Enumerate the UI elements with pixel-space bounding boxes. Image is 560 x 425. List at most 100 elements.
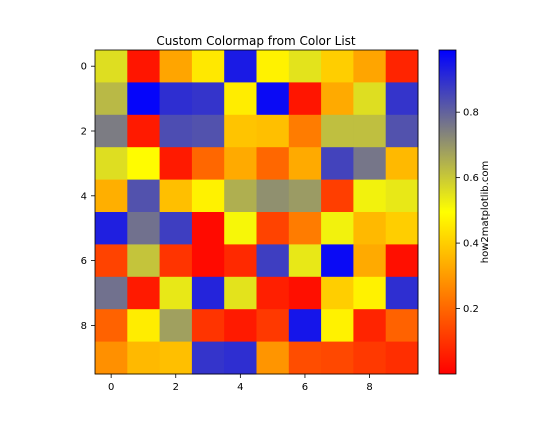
heatmap-cell [127, 179, 161, 213]
heatmap-cell [256, 50, 290, 83]
x-tick-label: 4 [237, 382, 243, 393]
heatmap-cell [127, 212, 161, 245]
colorbar-axis: 0.2 0.4 0.6 0.8 [456, 108, 479, 315]
heatmap-cell [127, 309, 161, 343]
y-tick-label: 6 [81, 256, 87, 267]
heatmap-cell [353, 147, 387, 181]
heatmap-cell [288, 147, 322, 181]
heatmap-cell [159, 212, 193, 245]
x-tick-label: 8 [366, 382, 372, 393]
heatmap-cell [321, 212, 354, 245]
heatmap-cell [191, 244, 225, 278]
heatmap-cell [353, 341, 387, 375]
heatmap-cell [127, 50, 161, 83]
heatmap-cells [95, 50, 419, 375]
heatmap-cell [95, 179, 128, 213]
heatmap-cell [288, 50, 322, 83]
heatmap-cell [224, 244, 257, 278]
heatmap-cell [159, 341, 193, 375]
heatmap-cell [191, 212, 225, 245]
heatmap-cell [95, 50, 128, 83]
heatmap-cell [256, 309, 290, 343]
y-tick-label: 4 [81, 191, 87, 202]
heatmap-cell [353, 244, 387, 278]
heatmap-cell [224, 82, 257, 116]
heatmap-cell [127, 276, 161, 310]
heatmap-cell [159, 244, 193, 278]
heatmap-cell [385, 309, 419, 343]
colorbar-tick-label: 0.6 [463, 173, 479, 184]
heatmap-cell [95, 276, 128, 310]
heatmap-cell [385, 50, 419, 83]
heatmap-cell [256, 114, 290, 148]
heatmap-cell [191, 114, 225, 148]
heatmap-cell [385, 179, 419, 213]
heatmap-cell [95, 212, 128, 245]
heatmap-cell [256, 212, 290, 245]
heatmap-cell [321, 276, 354, 310]
heatmap-cell [224, 147, 257, 181]
heatmap-cell [127, 147, 161, 181]
heatmap-cell [159, 309, 193, 343]
heatmap-cell [191, 309, 225, 343]
heatmap-cell [288, 341, 322, 375]
heatmap-cell [95, 114, 128, 148]
heatmap-cell [224, 341, 257, 375]
heatmap-cell [256, 341, 290, 375]
heatmap-cell [256, 147, 290, 181]
heatmap-cell [95, 309, 128, 343]
heatmap-cell [159, 50, 193, 83]
colorbar-label: how2matplotlib.com [480, 161, 491, 263]
heatmap-cell [321, 179, 354, 213]
colorbar-tick-label: 0.2 [463, 304, 479, 315]
x-tick-label: 0 [108, 382, 114, 393]
heatmap-cell [191, 179, 225, 213]
heatmap-cell [95, 82, 128, 116]
heatmap-cell [321, 244, 354, 278]
colorbar [438, 49, 457, 375]
heatmap-cell [256, 276, 290, 310]
heatmap-cell [321, 114, 354, 148]
x-tick-label: 6 [302, 382, 308, 393]
heatmap-cell [385, 147, 419, 181]
heatmap-cell [191, 341, 225, 375]
heatmap-cell [224, 50, 257, 83]
heatmap-cell [191, 50, 225, 83]
heatmap-cell [159, 82, 193, 116]
heatmap-cell [353, 179, 387, 213]
x-axis: 0 2 4 6 8 [108, 374, 373, 393]
heatmap-cell [256, 179, 290, 213]
heatmap-cell [353, 50, 387, 83]
heatmap-cell [159, 179, 193, 213]
heatmap-cell [353, 114, 387, 148]
heatmap-cell [385, 341, 419, 375]
heatmap-cell [353, 309, 387, 343]
heatmap-cell [321, 341, 354, 375]
heatmap-cell [353, 212, 387, 245]
heatmap-cell [353, 82, 387, 116]
heatmap-cell [224, 276, 257, 310]
y-tick-label: 8 [81, 321, 87, 332]
heatmap-cell [95, 341, 128, 375]
heatmap-cell [385, 212, 419, 245]
heatmap-cell [321, 82, 354, 116]
heatmap-cell [288, 244, 322, 278]
heatmap-cell [224, 212, 257, 245]
heatmap-cell [191, 276, 225, 310]
heatmap-cell [224, 114, 257, 148]
x-tick-label: 2 [173, 382, 179, 393]
heatmap-cell [224, 309, 257, 343]
heatmap-cell [288, 114, 322, 148]
heatmap-cell [127, 244, 161, 278]
heatmap-cell [224, 179, 257, 213]
colorbar-tick-label: 0.4 [463, 239, 479, 250]
heatmap-cell [127, 341, 161, 375]
heatmap-cell [159, 114, 193, 148]
heatmap-cell [95, 147, 128, 181]
heatmap-cell [191, 147, 225, 181]
heatmap-cell [127, 114, 161, 148]
heatmap-cell [385, 276, 419, 310]
heatmap-cell [191, 82, 225, 116]
heatmap-cell [288, 212, 322, 245]
